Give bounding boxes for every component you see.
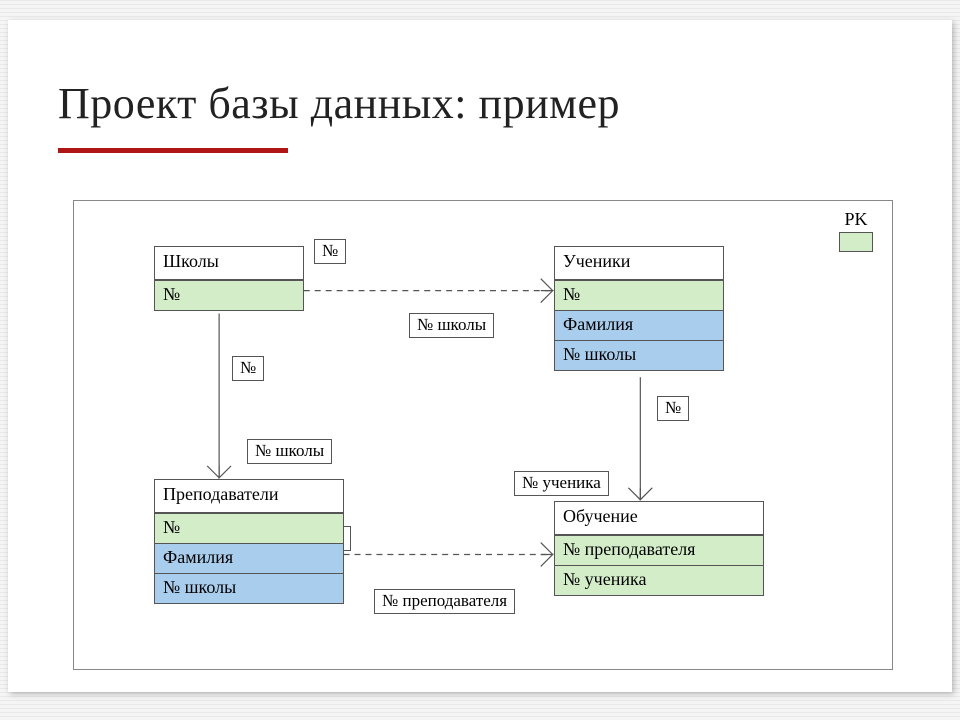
entity-field: № — [555, 280, 723, 310]
entity-field: № — [155, 513, 343, 543]
entity-study: Обучение№ преподавателя№ ученика — [554, 501, 764, 596]
entity-students: Ученики№Фамилия№ школы — [554, 246, 724, 371]
entity-field: Фамилия — [155, 543, 343, 573]
entity-field: № школы — [555, 340, 723, 370]
slide-title: Проект базы данных: пример — [58, 78, 620, 129]
edge-label: № школы — [409, 313, 494, 338]
legend-swatch — [839, 232, 873, 252]
entity-header: Ученики — [555, 247, 723, 280]
entity-field: № школы — [155, 573, 343, 603]
entity-header: Школы — [155, 247, 303, 280]
entity-field: Фамилия — [555, 310, 723, 340]
legend-pk: PK — [839, 209, 873, 252]
diagram-canvas: № № школы № № школы № № ученика № № преподавате… — [73, 200, 893, 670]
slide: Проект базы данных: пример № № школы № № шк… — [8, 20, 952, 692]
edge-label: № — [232, 356, 264, 381]
legend-label: PK — [839, 209, 873, 230]
edge-label: № — [657, 396, 689, 421]
entity-header: Преподаватели — [155, 480, 343, 513]
edge-label: № школы — [247, 439, 332, 464]
entity-schools: Школы№ — [154, 246, 304, 311]
edge-label: № преподавателя — [374, 589, 515, 614]
entity-header: Обучение — [555, 502, 763, 535]
edge-label: № ученика — [514, 471, 609, 496]
edge-label: № — [314, 239, 346, 264]
entity-field: № ученика — [555, 565, 763, 595]
entity-teachers: Преподаватели№Фамилия№ школы — [154, 479, 344, 604]
entity-field: № — [155, 280, 303, 310]
entity-field: № преподавателя — [555, 535, 763, 565]
title-rule — [58, 148, 288, 153]
